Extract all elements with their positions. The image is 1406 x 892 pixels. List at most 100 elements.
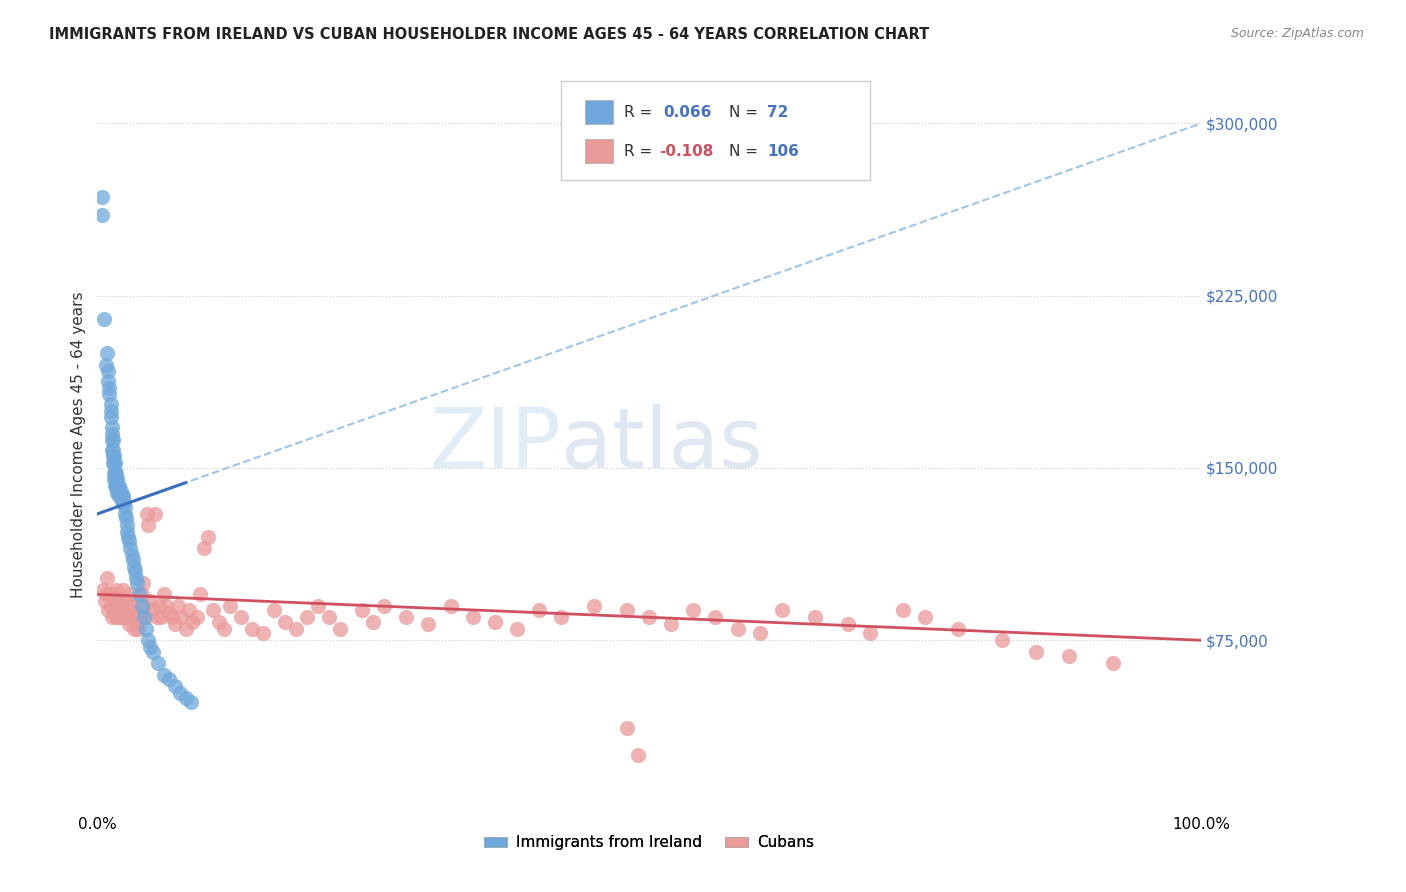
Point xyxy=(484,615,506,629)
Point xyxy=(103,450,125,464)
Point xyxy=(418,617,440,632)
Point xyxy=(141,603,163,617)
Point xyxy=(157,673,180,687)
Point xyxy=(127,617,149,632)
Point xyxy=(163,679,186,693)
Point xyxy=(105,582,128,597)
Point xyxy=(352,603,374,617)
Point xyxy=(110,483,132,498)
Point xyxy=(461,610,484,624)
Point xyxy=(150,610,173,624)
Point xyxy=(169,686,191,700)
Point xyxy=(804,610,827,624)
Point xyxy=(121,548,143,562)
Point xyxy=(91,582,114,597)
Point xyxy=(124,565,146,579)
Point xyxy=(104,479,127,493)
Point xyxy=(131,575,153,590)
Point xyxy=(188,587,211,601)
Point xyxy=(105,472,128,486)
Point xyxy=(97,364,120,378)
Point xyxy=(100,610,122,624)
Point xyxy=(104,472,127,486)
Point xyxy=(118,617,141,632)
Point xyxy=(114,500,136,514)
Point xyxy=(100,442,122,457)
Point xyxy=(991,633,1014,648)
Point xyxy=(103,587,125,601)
Text: N =: N = xyxy=(728,144,762,159)
Point xyxy=(318,610,340,624)
Point xyxy=(139,594,162,608)
Point xyxy=(103,606,125,620)
Point xyxy=(115,599,138,613)
Point xyxy=(155,599,177,613)
FancyBboxPatch shape xyxy=(585,139,613,163)
Point xyxy=(208,615,231,629)
Point xyxy=(101,594,124,608)
Point xyxy=(527,603,550,617)
Point xyxy=(616,603,638,617)
Point xyxy=(98,587,121,601)
Point xyxy=(112,594,135,608)
Point xyxy=(105,479,128,493)
Point xyxy=(111,489,134,503)
Point xyxy=(174,622,197,636)
Point xyxy=(131,599,153,613)
Point xyxy=(114,610,136,624)
Point xyxy=(146,657,169,671)
Point xyxy=(214,622,236,636)
Text: 106: 106 xyxy=(768,144,799,159)
Point xyxy=(101,442,124,457)
Point xyxy=(107,486,129,500)
Point xyxy=(307,599,329,613)
Point xyxy=(107,610,129,624)
Point xyxy=(118,534,141,549)
Point xyxy=(148,599,170,613)
Point xyxy=(96,346,118,360)
Point xyxy=(100,599,122,613)
Point xyxy=(859,626,882,640)
Point xyxy=(143,507,166,521)
Point xyxy=(395,610,418,624)
Point xyxy=(100,403,122,417)
Text: R =: R = xyxy=(624,144,657,159)
Point xyxy=(100,410,122,425)
Point xyxy=(181,615,204,629)
Point xyxy=(108,594,131,608)
Point xyxy=(229,610,252,624)
Point xyxy=(104,466,127,480)
Point xyxy=(101,450,124,464)
Point xyxy=(218,599,240,613)
Point xyxy=(132,599,155,613)
Point xyxy=(285,622,308,636)
Point xyxy=(439,599,461,613)
Point xyxy=(115,518,138,533)
Point xyxy=(100,397,122,411)
Point xyxy=(105,594,128,608)
Y-axis label: Householder Income Ages 45 - 64 years: Householder Income Ages 45 - 64 years xyxy=(72,292,86,599)
Text: 0.066: 0.066 xyxy=(664,104,711,120)
Text: Source: ZipAtlas.com: Source: ZipAtlas.com xyxy=(1230,27,1364,40)
Point xyxy=(111,582,134,597)
Point xyxy=(125,571,148,585)
Point xyxy=(704,610,727,624)
Point xyxy=(770,603,793,617)
Point xyxy=(101,456,124,470)
Point xyxy=(127,622,149,636)
Point xyxy=(638,610,661,624)
Point xyxy=(105,486,128,500)
Point xyxy=(162,610,184,624)
Point xyxy=(105,479,128,493)
Point xyxy=(104,599,127,613)
Text: N =: N = xyxy=(728,104,762,120)
Point xyxy=(103,472,125,486)
Point xyxy=(136,633,159,648)
Point xyxy=(100,434,122,448)
Legend: Immigrants from Ireland, Cubans: Immigrants from Ireland, Cubans xyxy=(478,830,821,856)
Point xyxy=(97,374,120,388)
Point xyxy=(90,208,112,222)
Point xyxy=(659,617,682,632)
Point xyxy=(202,603,225,617)
Point xyxy=(583,599,606,613)
